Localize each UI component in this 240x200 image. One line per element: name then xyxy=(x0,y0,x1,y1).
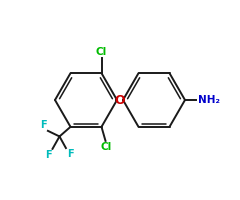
Text: O: O xyxy=(115,94,125,106)
Text: Cl: Cl xyxy=(101,142,112,152)
Text: F: F xyxy=(67,149,73,159)
Text: NH₂: NH₂ xyxy=(198,95,220,105)
Text: Cl: Cl xyxy=(96,47,107,57)
Text: F: F xyxy=(40,120,47,130)
Text: F: F xyxy=(45,150,52,160)
